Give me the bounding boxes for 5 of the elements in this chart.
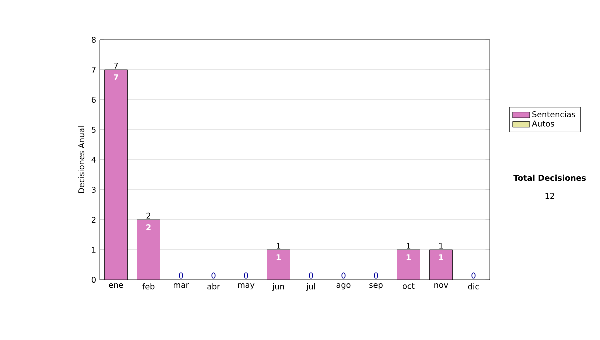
bar [267, 250, 290, 280]
bar [430, 250, 453, 280]
bar [397, 250, 420, 280]
bar [104, 70, 128, 280]
bar [137, 220, 160, 280]
